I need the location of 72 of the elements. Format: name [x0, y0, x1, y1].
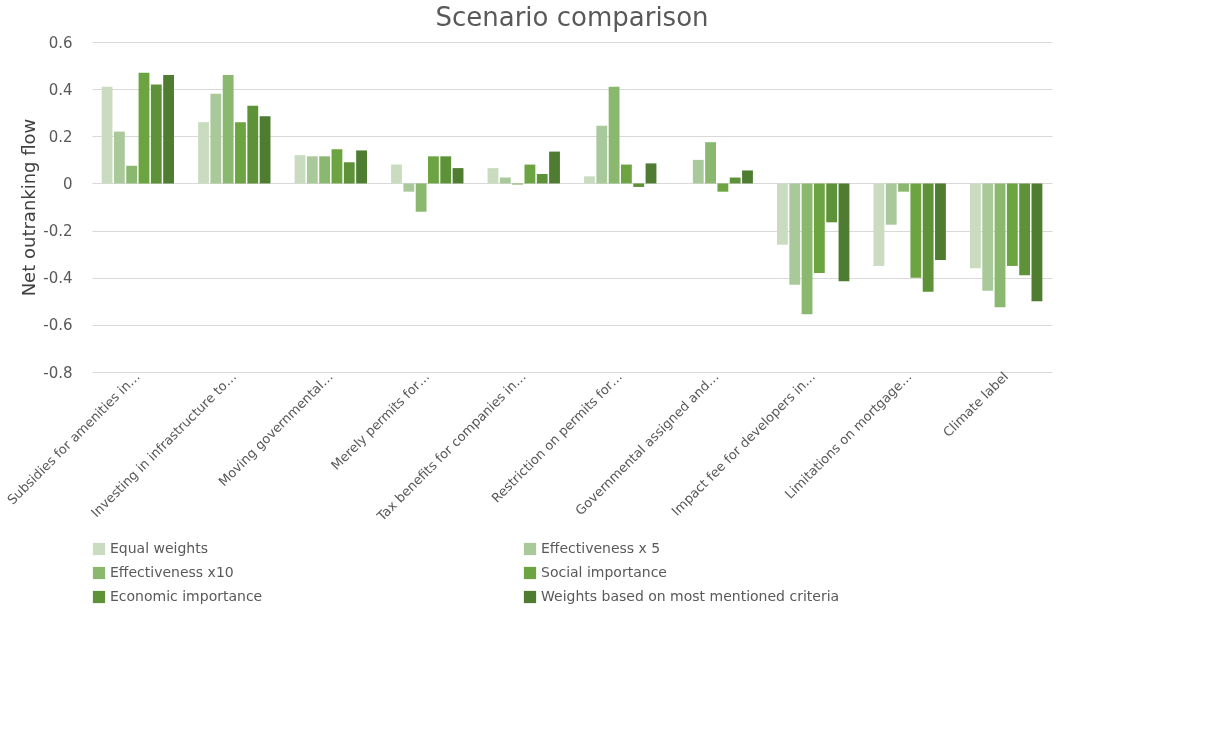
bar: [789, 183, 801, 285]
bar: [898, 183, 909, 192]
bar: [101, 86, 113, 184]
bar: [235, 122, 246, 184]
y-tick-label: -0.2: [43, 222, 73, 241]
y-tick-label: 0.6: [48, 33, 73, 52]
bar: [415, 183, 427, 212]
bar: [1019, 183, 1031, 276]
bar: [163, 75, 175, 184]
bar: [596, 125, 608, 184]
legend-label: Weights based on most mentioned criteria: [541, 588, 840, 604]
bar: [440, 156, 452, 184]
bar: [692, 159, 704, 184]
bar: [742, 170, 753, 184]
bar: [536, 174, 548, 184]
bar: [935, 183, 946, 261]
bar: [210, 93, 222, 184]
bar: [138, 72, 150, 184]
bar: [608, 86, 620, 184]
bar: [633, 183, 645, 187]
bar: [1006, 183, 1018, 266]
legend-label: Effectiveness x 5: [541, 540, 661, 556]
bar: [259, 116, 271, 184]
bar: [982, 183, 994, 291]
bar: [994, 183, 1006, 308]
bar: [620, 164, 632, 184]
y-tick-label: 0: [62, 174, 73, 193]
bar: [584, 176, 595, 184]
bar: [524, 164, 536, 184]
bar: [356, 150, 367, 184]
y-tick-label: -0.6: [43, 316, 73, 335]
bar: [294, 155, 306, 184]
bar: [705, 142, 716, 184]
legend-label: Social importance: [541, 564, 667, 580]
legend-label: Economic importance: [110, 588, 263, 604]
bar: [247, 105, 259, 184]
bar: [813, 183, 825, 273]
bar: [969, 183, 981, 269]
bar: [801, 183, 813, 315]
bar: [838, 183, 850, 282]
bar: [319, 156, 331, 184]
bar: [403, 183, 415, 192]
y-tick-label: -0.4: [43, 269, 73, 288]
y-tick-label: -0.8: [43, 363, 73, 382]
bar: [873, 183, 885, 266]
bar: [549, 151, 560, 184]
bar: [777, 183, 788, 245]
bar: [343, 162, 355, 184]
legend-label: Effectiveness x10: [110, 564, 234, 580]
bar: [331, 149, 343, 184]
y-tick-label: 0.2: [48, 127, 73, 146]
bar: [113, 131, 125, 184]
chart-title: Scenario comparison: [435, 2, 709, 32]
y-axis-title: Net outranking flow: [18, 118, 40, 297]
bar: [222, 75, 234, 184]
bar: [150, 84, 162, 184]
bar: [826, 183, 838, 223]
bar: [910, 183, 922, 278]
legend-label: Equal weights: [110, 540, 209, 556]
bar: [198, 122, 209, 184]
bar: [391, 164, 402, 184]
bar: [645, 163, 657, 184]
bar: [306, 156, 318, 184]
bar: [717, 183, 729, 192]
bar: [885, 183, 897, 225]
bar: [1031, 183, 1043, 302]
bar: [487, 168, 499, 184]
bar: [922, 183, 934, 292]
bar: [452, 168, 464, 184]
bar: [428, 156, 439, 184]
bar: [126, 165, 138, 184]
y-tick-label: 0.4: [48, 80, 73, 99]
